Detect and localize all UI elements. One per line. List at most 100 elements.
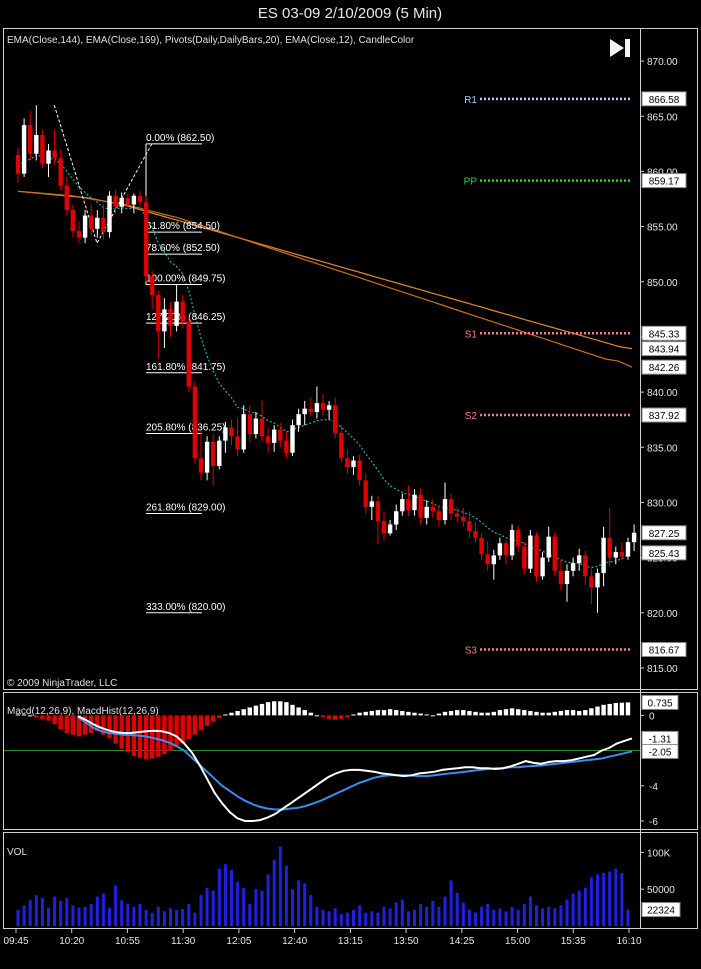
- candle-body: [314, 403, 320, 412]
- macd-hist-bar: [479, 712, 484, 716]
- last-price-label: 827.25: [649, 529, 680, 540]
- pivot-value-S3-box: [641, 642, 687, 658]
- volume-bar: [34, 895, 38, 926]
- ema12-line: [17, 154, 629, 569]
- volume-bar: [138, 903, 142, 926]
- macd-hist-bar: [406, 711, 411, 716]
- macd-hist-bar: [339, 715, 344, 719]
- candle-body: [473, 531, 478, 538]
- volume-bar: [419, 903, 423, 926]
- volume-bar: [254, 889, 258, 926]
- candle-body: [253, 418, 259, 435]
- macd-hist-bar: [613, 703, 618, 716]
- volume-bar: [339, 914, 343, 926]
- macd-hist-bar: [265, 702, 271, 716]
- indicators-label: EMA(Close,144), EMA(Close,169), Pivots(D…: [7, 35, 415, 46]
- time-tick-label: 15:00: [505, 936, 530, 947]
- time-tick-label: 10:20: [59, 936, 84, 947]
- candle-body: [540, 557, 545, 577]
- macd-hist-bar: [156, 715, 161, 757]
- volume-bar: [504, 911, 508, 926]
- candle-body: [564, 570, 570, 585]
- volume-bar: [565, 899, 569, 926]
- play-pause-icon[interactable]: [610, 39, 630, 57]
- macd-hist-bar: [58, 715, 63, 730]
- candle-body: [192, 386, 198, 459]
- macd-hist-bar: [95, 715, 100, 732]
- volume-bar: [596, 874, 599, 926]
- volume-bar: [291, 889, 294, 926]
- candlesticks: [15, 105, 637, 613]
- fib-label: 161.80% (841.75): [146, 362, 226, 373]
- macd-hist-bar: [607, 703, 612, 716]
- candle-body: [461, 516, 466, 522]
- price-tick-label: 870.00: [647, 57, 678, 68]
- pivot-name-PP: PP: [464, 177, 478, 188]
- candle-body: [394, 511, 399, 525]
- macd-hist-bar: [552, 711, 557, 716]
- macd-hist-bar: [40, 715, 45, 719]
- candle-body: [119, 197, 124, 207]
- macd-value-label: -1.31: [649, 734, 672, 745]
- candle-body: [534, 535, 539, 577]
- macd-hist-bar: [436, 713, 442, 716]
- volume-bar: [181, 909, 185, 926]
- candle-body: [369, 501, 374, 507]
- candle-body: [95, 217, 100, 229]
- volume-bar: [559, 905, 563, 926]
- fib-label: 333.00% (820.00): [146, 602, 226, 613]
- time-tick-label: 14:25: [449, 936, 474, 947]
- candle-body: [302, 408, 307, 415]
- volume-bar: [77, 907, 81, 926]
- macd-hist-bar: [461, 710, 466, 716]
- macd-hist-bar: [198, 715, 204, 731]
- candle-body: [363, 480, 368, 507]
- volume-bar: [40, 898, 44, 926]
- pivot-value-PP: 859.17: [649, 177, 680, 188]
- volume-bar: [248, 903, 252, 926]
- candle-body: [467, 521, 472, 532]
- macd-hist-bar: [241, 709, 246, 716]
- candle-body: [613, 552, 618, 558]
- macd-hist-bar: [442, 711, 448, 716]
- volume-bar: [89, 903, 93, 926]
- volume-bar: [480, 906, 484, 926]
- candle-body: [387, 524, 393, 534]
- volume-bar: [53, 896, 57, 926]
- candle-body: [406, 499, 411, 511]
- pivot-value-S2: 837.92: [649, 411, 680, 422]
- volume-bar: [376, 912, 380, 926]
- pivot-value-S1: 845.33: [649, 329, 680, 340]
- volume-bar: [156, 906, 160, 926]
- volume-panel-label: VOL: [7, 847, 27, 858]
- candle-body: [491, 555, 496, 565]
- candle-body: [619, 552, 625, 557]
- candle-body: [345, 458, 350, 468]
- candle-body: [412, 494, 417, 511]
- candle-body: [284, 440, 289, 453]
- volume-bar: [345, 912, 349, 926]
- volume-bar: [467, 909, 471, 926]
- zigzag-line: [53, 105, 153, 245]
- fib-label: 78.60% (852.50): [146, 243, 220, 254]
- macd-value-label: 0.735: [647, 698, 672, 709]
- macd-value-label: -2.05: [649, 747, 672, 758]
- macd-hist-bar: [455, 710, 460, 716]
- candle-body: [320, 403, 326, 410]
- fib-label: 0.00% (862.50): [146, 133, 214, 144]
- macd-hist-bar: [351, 714, 356, 716]
- candle-body: [570, 563, 576, 571]
- ema-value-label: 843.94: [649, 345, 680, 356]
- macd-hist-bar: [320, 715, 326, 718]
- macd-hist-bar: [577, 710, 582, 716]
- macd-hist-bar: [369, 710, 374, 716]
- time-tick-label: 13:15: [338, 936, 363, 947]
- candle-body: [528, 535, 533, 569]
- macd-hist-bar: [473, 711, 478, 716]
- candle-body: [259, 418, 265, 437]
- volume-bar: [260, 890, 264, 926]
- candle-body: [15, 154, 21, 174]
- candle-body: [52, 150, 57, 159]
- candle-body: [418, 494, 423, 518]
- candle-body: [143, 202, 149, 277]
